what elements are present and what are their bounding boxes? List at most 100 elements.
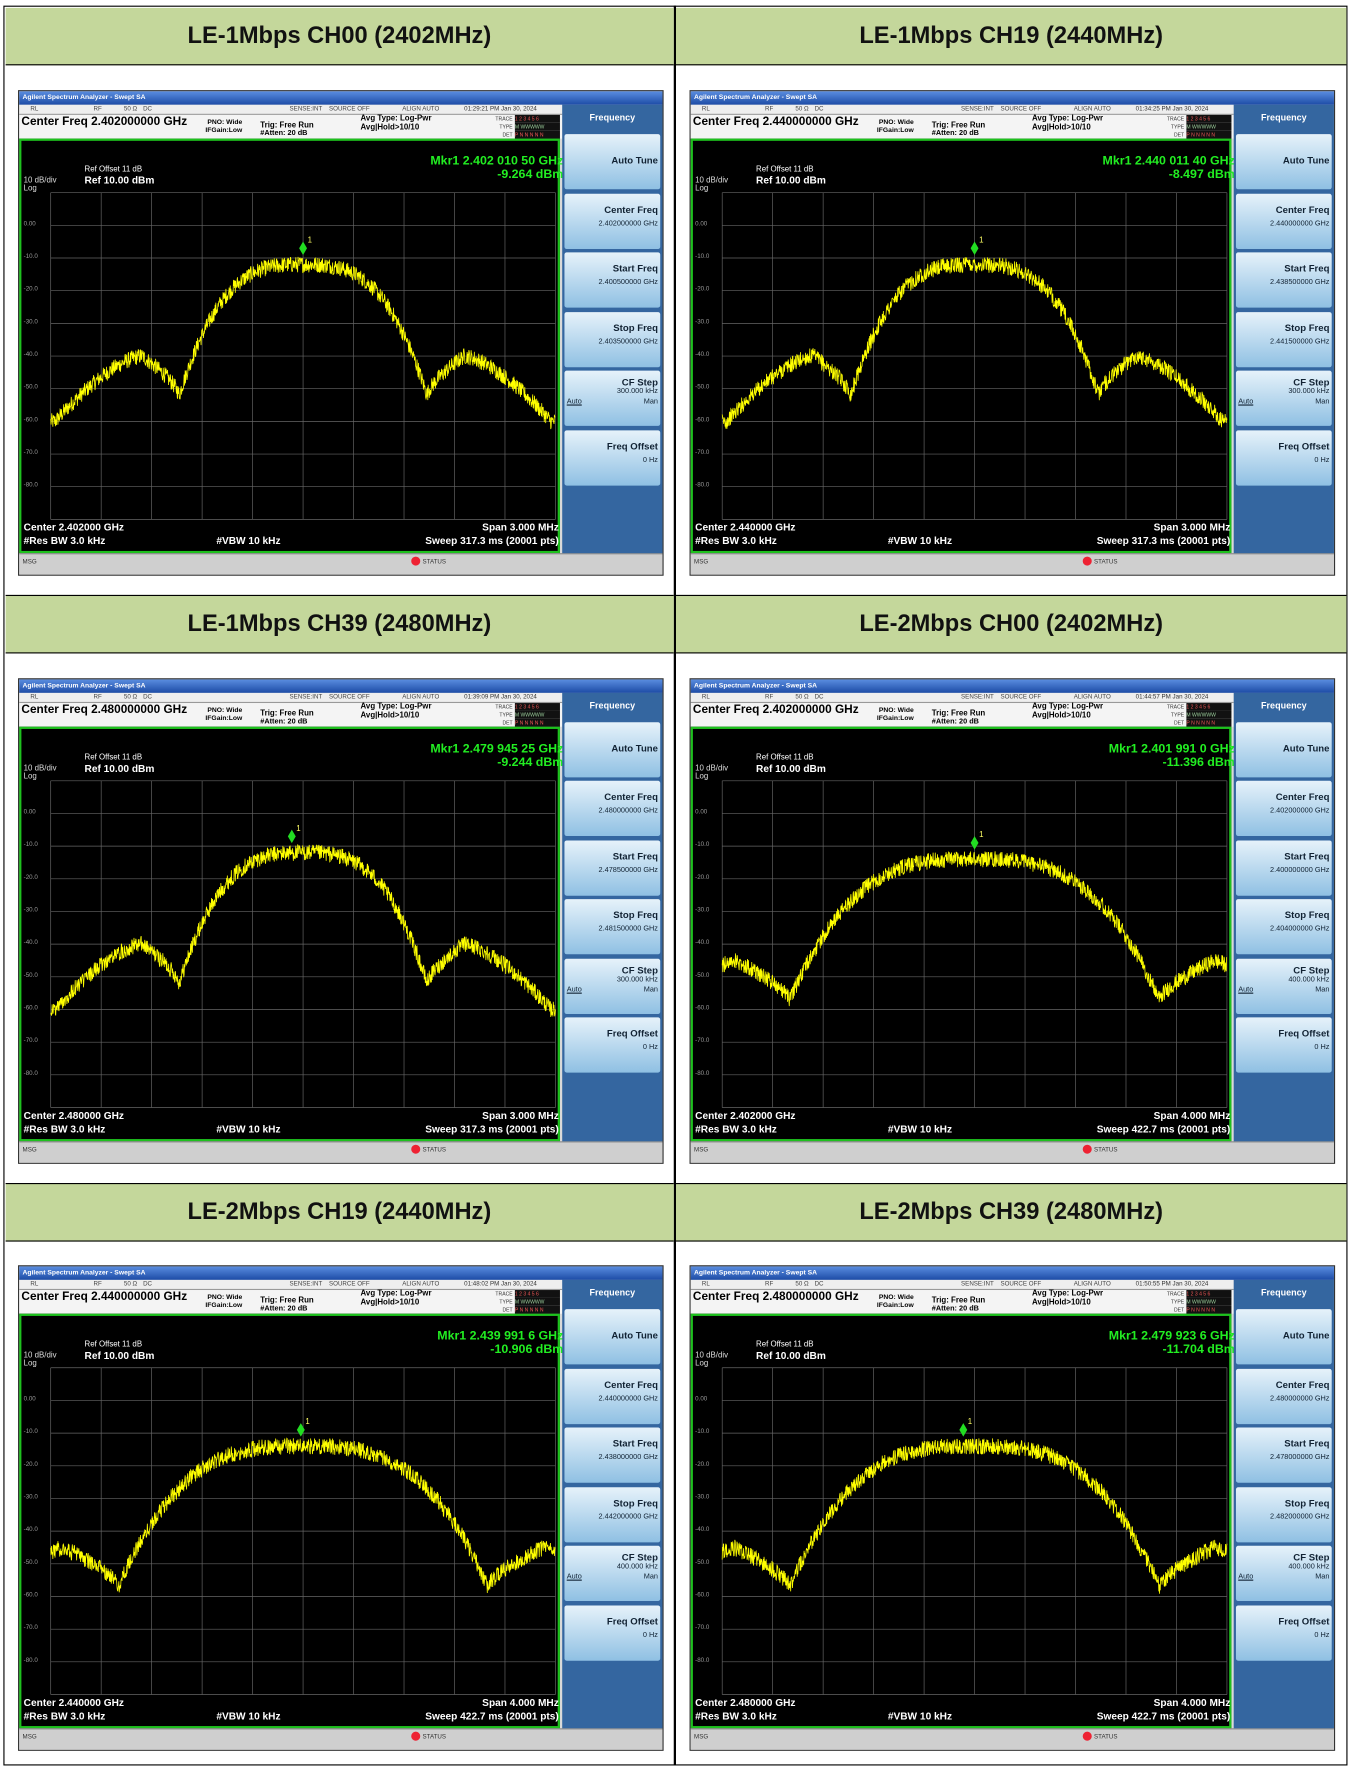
ifgain: IFGain:Low (876, 127, 914, 135)
softkey (1235, 899, 1332, 955)
trace-value: P N N N N N (1186, 1305, 1232, 1314)
softkey (564, 134, 661, 190)
y-label: -20.0 (695, 873, 710, 881)
softkey-value: 2.482000000 GHz (1270, 1512, 1330, 1521)
atten: #Atten: 20 dB (931, 1304, 979, 1313)
softkey-value: 2.480000000 GHz (598, 806, 658, 815)
marker-number: 1 (979, 236, 983, 245)
sweep-label: Sweep 317.3 ms (20001 pts) (425, 1122, 559, 1134)
marker-diamond (970, 241, 979, 255)
softkey-auto: Auto (1238, 1572, 1254, 1581)
window-title-bar: Agilent Spectrum Analyzer - Swept SA (690, 1266, 1334, 1280)
status-icon (411, 1144, 421, 1154)
trace-value: 1 2 3 4 5 6 (514, 702, 560, 711)
marker-frequency: Mkr1 2.479 923 6 GHz (1108, 1329, 1235, 1343)
trace-label: TRACE (1166, 116, 1185, 122)
softkey-value: 300.000 kHz (616, 975, 658, 984)
ref-level: Ref 10.00 dBm (755, 174, 826, 186)
status-item: RF (93, 693, 102, 701)
sweep-label: Sweep 317.3 ms (20001 pts) (425, 535, 559, 547)
avg-hold: Avg|Hold>10/10 (1032, 711, 1091, 720)
trace-value: M WWWWW (514, 122, 560, 131)
y-label: -30.0 (695, 318, 710, 326)
softkey-label: Start Freq (1284, 850, 1330, 862)
status-time: 01:44:57 PM Jan 30, 2024 (1135, 693, 1209, 701)
trace-label: TRACE (495, 1291, 513, 1297)
y-label: -70.0 (23, 1037, 38, 1044)
span-label: Span 4.000 MHz (1153, 1109, 1231, 1121)
softkey-value: 2.440000000 GHz (598, 1394, 658, 1403)
rbw-label: #Res BW 3.0 kHz (23, 1710, 106, 1722)
softkey (564, 958, 661, 1014)
center-label: Center 2.402000 GHz (23, 521, 124, 533)
softkey-value: 0 Hz (1314, 455, 1330, 464)
avg-hold: Avg|Hold>10/10 (360, 123, 420, 132)
plot-area (690, 726, 1232, 1141)
window-title-bar: Agilent Spectrum Analyzer - Swept SA (19, 1266, 663, 1280)
softkey-value: 2.440000000 GHz (1270, 219, 1330, 228)
span-label: Span 3.000 MHz (1153, 521, 1231, 533)
cell-header: LE-1Mbps CH39 (2480MHz) (5, 594, 674, 654)
msg: MSG (22, 1146, 37, 1154)
trig: Trig: Free Run (931, 121, 986, 130)
scale-type: Log (23, 1359, 37, 1368)
avg-type: Avg Type: Log-Pwr (1032, 114, 1104, 123)
status-item: ALIGN AUTO (1073, 693, 1111, 701)
softkey-auto: Auto (1238, 985, 1254, 994)
status-item: RL (701, 105, 710, 113)
y-label: -70.0 (695, 1624, 710, 1632)
rbw-label: #Res BW 3.0 kHz (695, 535, 777, 547)
status-icon (1082, 1731, 1092, 1741)
status-time: 01:50:55 PM Jan 30, 2024 (1135, 1281, 1209, 1288)
pno: PNO: Wide (878, 1294, 914, 1302)
softkey-label: Freq Offset (606, 439, 658, 452)
y-label: -20.0 (695, 1461, 710, 1469)
marker-number: 1 (305, 1417, 309, 1426)
ref-offset: Ref Offset 11 dB (755, 1340, 814, 1349)
softkey-label: Stop Freq (1284, 321, 1330, 333)
status-row (690, 1279, 1234, 1291)
status-item: 50 Ω (795, 1281, 809, 1288)
softkey-label: Start Freq (612, 1437, 658, 1449)
y-label: -20.0 (23, 1461, 38, 1469)
softkey-label: Start Freq (612, 262, 658, 274)
trace-label: DET (1173, 1306, 1185, 1313)
trace-value: P N N N N N (514, 718, 560, 727)
plot-graphics: 1 (50, 779, 556, 1108)
softkey-auto: Auto (566, 397, 582, 406)
softkey-value: 0 Hz (642, 1630, 658, 1639)
status-item: SOURCE OFF (328, 693, 370, 701)
cell-header: LE-1Mbps CH19 (2440MHz) (676, 7, 1347, 65)
trace-label: TYPE (1170, 1299, 1185, 1305)
menu-title: Frequency (589, 1287, 636, 1298)
center-label: Center 2.480000 GHz (23, 1109, 124, 1121)
trace-value: 1 2 3 4 5 6 (1186, 702, 1232, 711)
ref-level: Ref 10.00 dBm (84, 1349, 155, 1362)
softkey-label: Stop Freq (1284, 1496, 1330, 1509)
plot-area (690, 1313, 1232, 1729)
status-item: DC (814, 1281, 824, 1288)
y-label: -60.0 (695, 1004, 710, 1012)
marker-level: -9.264 dBm (497, 167, 564, 182)
y-label: -10.0 (695, 841, 710, 848)
softkey (1235, 958, 1332, 1014)
y-label: -60.0 (23, 1004, 38, 1012)
menu-title: Frequency (589, 700, 636, 711)
status-time: 01:48:02 PM Jan 30, 2024 (464, 1281, 537, 1288)
pno: PNO: Wide (207, 119, 243, 127)
atten: #Atten: 20 dB (260, 1304, 308, 1313)
ref-level: Ref 10.00 dBm (84, 174, 155, 186)
atten: #Atten: 20 dB (260, 129, 308, 138)
analyzer-screenshot: Agilent Spectrum Analyzer - Swept SA RL RF… (18, 1265, 664, 1751)
marker-level: -8.497 dBm (1168, 167, 1235, 182)
y-label: -40.0 (23, 1526, 38, 1534)
pno: PNO: Wide (878, 706, 914, 714)
status-text: STATUS (1093, 1733, 1118, 1741)
status-item: ALIGN AUTO (402, 693, 440, 701)
plot-area (690, 138, 1232, 554)
center-freq-header: Center Freq 2.480000000 GHz (692, 1290, 859, 1304)
marker-level: -9.244 dBm (497, 755, 564, 769)
trace-label: DET (1173, 131, 1185, 138)
status-item: SENSE:INT (961, 693, 994, 701)
avg-type: Avg Type: Log-Pwr (1032, 702, 1104, 711)
